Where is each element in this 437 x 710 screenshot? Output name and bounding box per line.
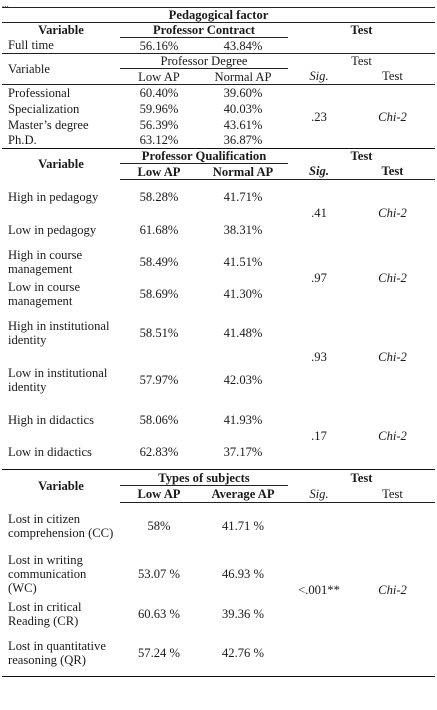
qualification-row-normal: 41.93%	[223, 412, 263, 427]
qualification-row-label: Low in institutional identity	[8, 366, 108, 394]
degree-col-normal: Normal AP	[214, 69, 272, 84]
qualification-row-low: 58.06%	[139, 412, 179, 427]
qualification-row-label: High in institutional identity	[8, 319, 110, 347]
qualification-test-header: Test	[288, 148, 436, 164]
degree-variable-header: Variable	[8, 62, 50, 76]
qualification-test: Chi-2	[378, 349, 407, 364]
qualification-row-normal: 41.51%	[223, 254, 263, 269]
degree-row-low: 60.40%	[120, 84, 198, 101]
qualification-col-low: Low AP	[120, 163, 198, 180]
qualification-variable-header: Variable	[2, 148, 120, 180]
results-table: ... Pedagogical factor Variable Professo…	[2, 2, 436, 677]
qualification-row-low: 58.49%	[139, 254, 179, 269]
degree-row-normal: 36.87%	[223, 133, 263, 148]
qualification-test: Chi-2	[378, 270, 407, 285]
pedagogical-header: Pedagogical factor	[2, 7, 436, 23]
degree-row-low: 63.12%	[139, 133, 179, 148]
qualification-test: Chi-2	[378, 429, 407, 444]
degree-group-header: Professor Degree	[120, 53, 288, 69]
degree-row-low: 59.96%	[139, 101, 179, 116]
subjects-test: Chi-2	[350, 502, 436, 677]
qualification-row-low: 57.97%	[139, 373, 179, 387]
degree-row-normal: 43.61%	[223, 117, 263, 132]
full-time-low: 56.16%	[120, 37, 198, 54]
full-time-label: Full time	[2, 37, 120, 54]
subjects-row-label: Lost in writing communication (WC)	[8, 552, 87, 595]
qualification-sig: .97	[311, 270, 327, 285]
subjects-group-header: Types of subjects	[120, 469, 288, 486]
qualification-row-low: 58.69%	[139, 286, 179, 301]
qualification-row-label: Low in course management	[8, 279, 81, 308]
qualification-row-normal: 42.03%	[223, 373, 263, 387]
subjects-col-avg: Average AP	[198, 485, 288, 503]
qualification-sig: .93	[311, 349, 327, 364]
qualification-col-normal: Normal AP	[198, 163, 288, 180]
subjects-row-low: 53.07 %	[138, 566, 180, 581]
qualification-row-normal: 41.30%	[223, 286, 263, 301]
subjects-row-low: 60.63 %	[138, 606, 180, 621]
degree-col-low: Low AP	[138, 69, 180, 84]
subjects-row-low: 58%	[147, 519, 171, 534]
qualification-row-low: 58.28%	[139, 189, 179, 204]
degree-row-label: Ph.D.	[8, 133, 37, 148]
degree-row-label: Professional	[2, 84, 120, 101]
qualification-sig: .17	[311, 429, 327, 444]
qualification-row-normal: 37.17%	[223, 445, 263, 460]
subjects-col-sig: Sig.	[288, 485, 350, 503]
subjects-col-test: Test	[350, 485, 436, 503]
qualification-col-test: Test	[350, 163, 436, 180]
full-time-normal: 43.84%	[198, 37, 288, 54]
qualification-row-label: High in pedagogy	[8, 189, 99, 204]
qualification-row-normal: 41.71%	[223, 189, 263, 204]
degree-col-sig: Sig.	[309, 69, 329, 84]
subjects-row-low: 57.24 %	[120, 629, 198, 677]
qualification-sig: .41	[311, 205, 327, 220]
degree-test-header: Test	[351, 54, 372, 69]
variable-header: Variable	[38, 23, 84, 38]
subjects-variable-header: Variable	[2, 469, 120, 503]
qualification-group-header: Professor Qualification	[120, 148, 288, 164]
degree-row-normal: 40.03%	[223, 101, 263, 116]
degree-sig: .23	[288, 84, 350, 149]
subjects-row-avg: 41.71 %	[222, 519, 264, 534]
degree-col-test: Test	[382, 69, 403, 84]
subjects-row-label: Lost in citizen comprehension (CC)	[8, 512, 114, 540]
subjects-row-label: Lost in critical Reading (CR)	[8, 599, 82, 628]
qualification-row-normal: 41.48%	[223, 326, 263, 340]
degree-row-label: Master’s degree	[8, 117, 89, 132]
degree-row-label: Specialization	[8, 101, 80, 116]
subjects-col-low: Low AP	[120, 485, 198, 503]
qualification-row-label: High in didactics	[8, 412, 95, 427]
degree-test: Chi-2	[350, 84, 436, 149]
degree-row-normal: 39.60%	[198, 84, 288, 101]
subjects-sig: <.001**	[288, 502, 350, 677]
degree-row-low: 56.39%	[139, 117, 179, 132]
test-group-header: Test	[350, 23, 373, 38]
qualification-row-low: 58.51%	[139, 326, 179, 340]
qualification-row-low: 62.83%	[139, 445, 179, 460]
qualification-row-normal: 38.31%	[223, 222, 263, 237]
subjects-row-avg: 46.93 %	[222, 566, 264, 581]
qualification-row-label: Low in didactics	[8, 445, 92, 460]
subjects-row-avg: 39.36 %	[222, 606, 264, 621]
contract-group-header: Professor Contract	[152, 23, 255, 37]
qualification-test: Chi-2	[378, 205, 407, 220]
subjects-row-label: Lost in quantitative reasoning (QR)	[2, 629, 120, 677]
qualification-row-label: High in course management	[8, 247, 83, 276]
qualification-col-sig: Sig.	[288, 163, 350, 180]
caption-fragment: ...	[2, 2, 9, 8]
qualification-row-low: 61.68%	[139, 222, 179, 237]
subjects-test-header: Test	[288, 469, 436, 486]
subjects-row-avg: 42.76 %	[198, 629, 288, 677]
qualification-row-label: Low in pedagogy	[8, 222, 97, 237]
